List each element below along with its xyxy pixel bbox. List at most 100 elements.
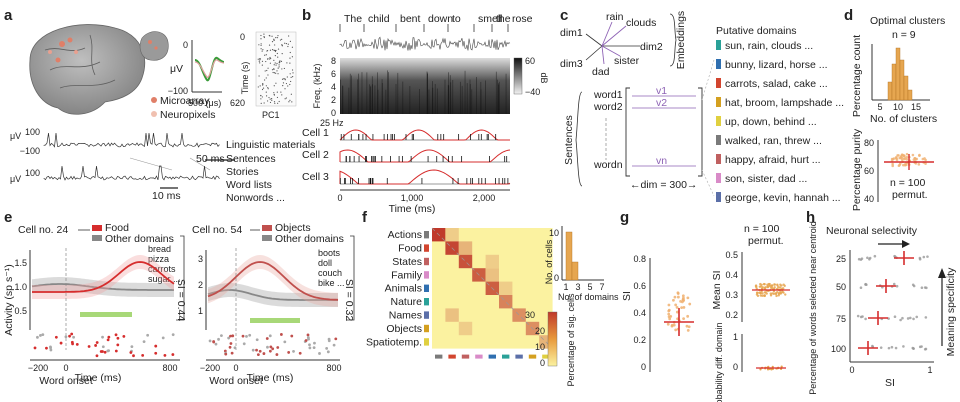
raster-dot	[261, 88, 264, 91]
e-left-onset: Word onset	[39, 375, 93, 387]
h-point	[893, 315, 897, 319]
domain-entry: sun, rain, clouds ...	[725, 40, 813, 52]
recording-legend: Microarray Neuropixels	[151, 95, 215, 121]
mean-si-point	[763, 291, 767, 294]
raster-dot	[267, 74, 269, 76]
e-left-spike-dot	[130, 345, 134, 349]
freq-tick-0: 8	[331, 56, 336, 66]
embed-word-clouds: clouds	[626, 17, 656, 29]
spec-colorbar	[513, 57, 523, 95]
g-si-tick-2: 0.4	[633, 308, 646, 318]
raster-dot	[271, 49, 274, 51]
d-hist-ylabel: Percentage count	[851, 35, 863, 117]
domain-entry: george, kevin, hannah ...	[725, 192, 841, 204]
raster-dot	[262, 84, 264, 86]
dim-300-label: ←dim = 300→	[630, 179, 697, 191]
raster-dot	[277, 73, 279, 75]
e-right-cell: Cell no. 54	[192, 224, 242, 236]
e-left-spike-dot	[71, 342, 74, 346]
h-point	[866, 256, 869, 260]
sentence-word: child	[368, 13, 390, 25]
e-left-legend-0: Food	[105, 222, 129, 234]
raster-dot	[281, 68, 283, 70]
raster-dot	[269, 56, 271, 59]
f-hist-xtick-2: 5	[587, 282, 592, 292]
e-right-spike-dot	[256, 353, 260, 357]
raster-dot	[288, 101, 290, 103]
f-cbar-tick-0: 30	[525, 310, 535, 320]
raster-dot	[273, 49, 275, 51]
cell-label-3: Cell 3	[302, 171, 329, 183]
raster-dot	[277, 35, 279, 37]
domain-swatch	[716, 78, 721, 88]
raster-dot	[278, 64, 280, 66]
domain-swatch	[716, 116, 721, 126]
word-label-1: word1	[593, 89, 623, 101]
raster-dot	[262, 83, 264, 85]
domain-swatch	[716, 154, 721, 164]
raster-dot	[290, 80, 292, 83]
g-mean-tick-1: 0.4	[725, 270, 738, 280]
raster-dot	[258, 44, 260, 46]
e-right-ex-0: boots	[318, 248, 341, 258]
d-ytick-2: 40	[864, 194, 874, 204]
e-right-spike-dot	[229, 334, 232, 338]
pc-label: PC1	[262, 110, 280, 120]
f-hist-xtick-1: 3	[575, 282, 580, 292]
heatmap-cell	[499, 281, 513, 295]
f-row-swatch	[424, 271, 429, 279]
b-xtick-1: 1,000	[401, 193, 424, 203]
raster-dot	[289, 57, 291, 59]
purity-point	[896, 154, 899, 157]
purity-point	[905, 163, 908, 167]
h-point	[924, 316, 928, 319]
si-point	[687, 325, 691, 329]
f-hist-xtick-3: 7	[599, 282, 604, 292]
mean-si-point	[774, 292, 777, 295]
mean-si-point	[756, 291, 759, 295]
raster-dot	[261, 64, 263, 66]
raster-dot	[276, 62, 278, 65]
raster-dot	[278, 100, 280, 103]
f-cbar-tick-2: 10	[535, 342, 545, 352]
raster-dot	[285, 42, 288, 45]
h-ytick-0: 25	[836, 254, 846, 264]
raster-dot	[289, 62, 291, 64]
spectrogram	[340, 58, 510, 114]
si-point	[675, 306, 679, 309]
h-point	[924, 347, 928, 351]
spec-cbar-tick-0: 60	[525, 56, 535, 66]
raster-dot	[261, 96, 263, 98]
e-left-spike-dot	[64, 335, 68, 339]
h-scatter	[856, 251, 929, 355]
e-left-spike-dot	[33, 346, 37, 350]
h-selectivity-label: Neuronal selectivity	[826, 225, 918, 237]
si-point	[685, 324, 689, 328]
e-left-spike-dot	[122, 334, 126, 338]
sentence-word: smell	[478, 13, 503, 25]
e-right-spike-dot	[306, 333, 310, 337]
mean-si-point	[760, 290, 763, 293]
linguistic-materials: Linguistic materials Sentences Stories W…	[226, 139, 315, 204]
hist-bar	[903, 75, 909, 101]
e-right-spike-dot	[271, 347, 275, 351]
f-heatmap	[431, 227, 553, 349]
e-left-food-line	[32, 261, 175, 293]
e-right-ytick-2: 1	[198, 306, 203, 316]
f-col-swatch	[488, 354, 496, 359]
freq-tick-4: 0	[331, 108, 336, 118]
h-point	[873, 254, 877, 258]
h-point	[922, 255, 926, 259]
material-3: Nonwords ...	[226, 192, 285, 204]
f-col-swatch	[448, 354, 456, 359]
e-left-ex-2: carrots	[148, 264, 176, 274]
e-right-objects-line	[207, 261, 339, 301]
e-right-spike-dot	[251, 348, 255, 352]
hist-bar	[899, 59, 905, 101]
raster-dot	[285, 82, 288, 85]
h-specificity-label: Meaning specificity	[945, 267, 957, 356]
scale-bar-10ms: 10 ms	[152, 190, 181, 202]
raster-dot	[273, 85, 275, 87]
e-right-spike-dot	[268, 334, 272, 338]
